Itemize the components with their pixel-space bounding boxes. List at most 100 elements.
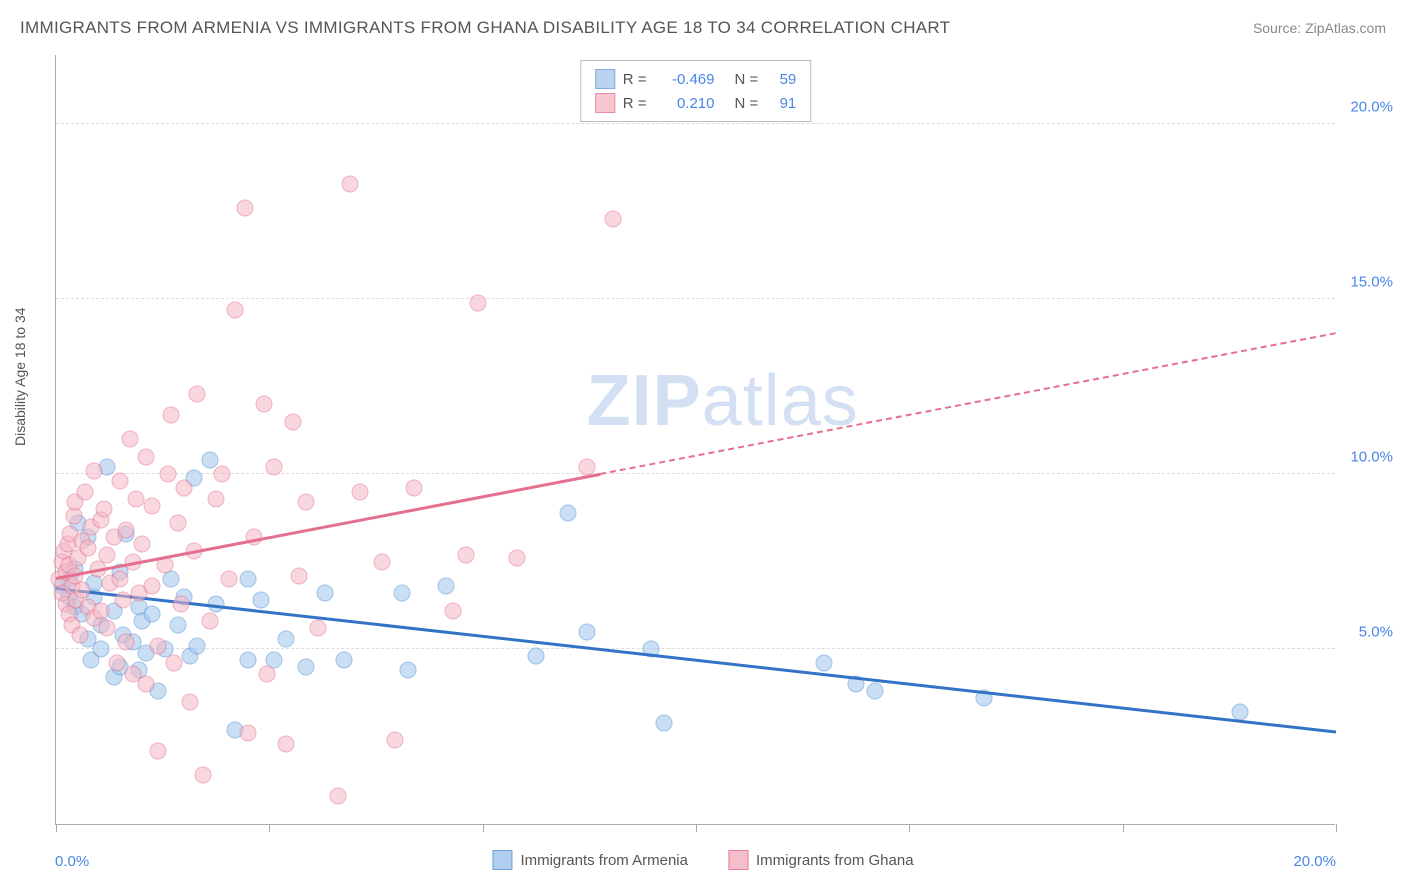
- scatter-point: [144, 578, 161, 595]
- scatter-point: [816, 655, 833, 672]
- grid-line: [56, 123, 1335, 124]
- legend-swatch: [595, 69, 615, 89]
- scatter-point: [220, 571, 237, 588]
- scatter-point: [256, 396, 273, 413]
- scatter-point: [166, 655, 183, 672]
- legend-item: Immigrants from Armenia: [492, 850, 688, 870]
- scatter-point: [560, 504, 577, 521]
- scatter-point: [508, 550, 525, 567]
- scatter-point: [1232, 704, 1249, 721]
- scatter-point: [656, 714, 673, 731]
- scatter-point: [76, 483, 93, 500]
- scatter-point: [112, 473, 129, 490]
- scatter-point: [278, 735, 295, 752]
- x-tick: [483, 824, 484, 832]
- scatter-point: [92, 641, 109, 658]
- scatter-point: [352, 483, 369, 500]
- scatter-point: [134, 536, 151, 553]
- scatter-point: [137, 448, 154, 465]
- legend-label: Immigrants from Armenia: [520, 852, 688, 869]
- r-value: -0.469: [655, 71, 715, 88]
- watermark: ZIPatlas: [587, 360, 859, 442]
- scatter-point: [208, 490, 225, 507]
- x-axis-max-label: 20.0%: [1293, 853, 1336, 870]
- n-label: N =: [735, 71, 759, 88]
- scatter-point: [99, 620, 116, 637]
- scatter-point: [195, 767, 212, 784]
- r-value: 0.210: [655, 95, 715, 112]
- scatter-point: [297, 658, 314, 675]
- x-tick: [1336, 824, 1337, 832]
- scatter-point: [236, 200, 253, 217]
- series-legend: Immigrants from Armenia Immigrants from G…: [492, 850, 913, 870]
- scatter-point: [387, 732, 404, 749]
- scatter-point: [278, 630, 295, 647]
- scatter-point: [115, 592, 132, 609]
- grid-line: [56, 473, 1335, 474]
- x-tick: [56, 824, 57, 832]
- scatter-point: [169, 515, 186, 532]
- scatter-point: [316, 585, 333, 602]
- scatter-point: [150, 742, 167, 759]
- correlation-legend: R =-0.469N =59R =0.210N =91: [580, 60, 812, 122]
- scatter-point: [291, 567, 308, 584]
- source-attribution: Source: ZipAtlas.com: [1253, 20, 1386, 36]
- y-tick-label: 5.0%: [1359, 624, 1393, 641]
- scatter-point: [214, 466, 231, 483]
- legend-swatch: [728, 850, 748, 870]
- scatter-point: [342, 175, 359, 192]
- y-axis-title: Disability Age 18 to 34: [12, 307, 28, 446]
- legend-swatch: [492, 850, 512, 870]
- scatter-point: [227, 301, 244, 318]
- scatter-point: [438, 578, 455, 595]
- correlation-row: R =-0.469N =59: [595, 67, 797, 91]
- scatter-point: [240, 571, 257, 588]
- n-label: N =: [735, 95, 759, 112]
- grid-line: [56, 648, 1335, 649]
- scatter-point: [201, 452, 218, 469]
- scatter-point: [867, 683, 884, 700]
- scatter-point: [92, 602, 109, 619]
- scatter-point: [176, 480, 193, 497]
- grid-line: [56, 298, 1335, 299]
- scatter-point: [172, 595, 189, 612]
- scatter-point: [310, 620, 327, 637]
- scatter-point: [163, 406, 180, 423]
- correlation-row: R = 0.210 N = 91: [595, 91, 797, 115]
- scatter-point: [150, 637, 167, 654]
- scatter-point: [259, 665, 276, 682]
- scatter-point: [80, 539, 97, 556]
- chart-title: IMMIGRANTS FROM ARMENIA VS IMMIGRANTS FR…: [20, 18, 950, 38]
- scatter-point: [99, 546, 116, 563]
- scatter-point: [137, 676, 154, 693]
- scatter-point: [128, 490, 145, 507]
- scatter-point: [336, 651, 353, 668]
- r-label: R =: [623, 95, 647, 112]
- scatter-point: [144, 606, 161, 623]
- scatter-point: [470, 294, 487, 311]
- scatter-point: [444, 602, 461, 619]
- legend-item: Immigrants from Ghana: [728, 850, 914, 870]
- n-value: 91: [766, 95, 796, 112]
- x-tick: [909, 824, 910, 832]
- scatter-point: [393, 585, 410, 602]
- scatter-point: [86, 462, 103, 479]
- scatter-point: [579, 459, 596, 476]
- scatter-point: [188, 637, 205, 654]
- scatter-point: [400, 662, 417, 679]
- scatter-point: [169, 616, 186, 633]
- y-tick-label: 10.0%: [1350, 449, 1393, 466]
- scatter-point: [265, 459, 282, 476]
- scatter-point: [118, 634, 135, 651]
- scatter-point: [112, 571, 129, 588]
- scatter-point: [579, 623, 596, 640]
- scatter-point: [144, 497, 161, 514]
- scatter-point: [108, 655, 125, 672]
- scatter-point: [297, 494, 314, 511]
- scatter-point: [240, 651, 257, 668]
- scatter-point: [604, 210, 621, 227]
- scatter-point: [252, 592, 269, 609]
- scatter-point: [182, 693, 199, 710]
- scatter-point: [329, 788, 346, 805]
- legend-swatch: [595, 93, 615, 113]
